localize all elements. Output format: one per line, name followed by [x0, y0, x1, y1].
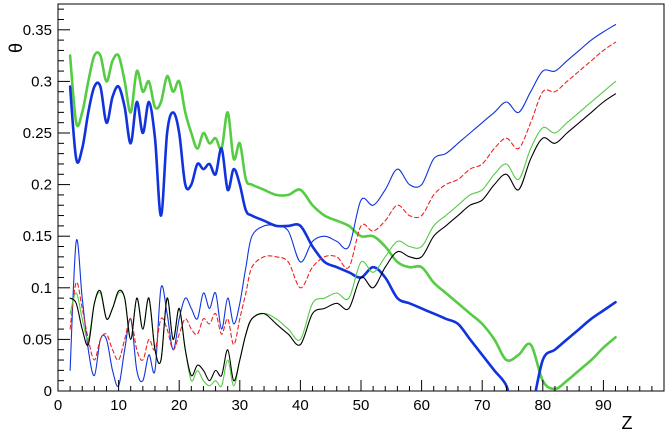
y-tick-label: 0: [44, 383, 52, 400]
y-tick-label: 0.05: [23, 331, 52, 348]
x-tick-label: 40: [292, 397, 309, 414]
x-axis: 0 10 20 30 40 50 60 70 80 90: [54, 380, 665, 414]
series-line-6: [69, 93, 617, 382]
series-layer: [68, 24, 617, 391]
x-tick-label: 10: [110, 397, 127, 414]
series-line-1: [68, 51, 617, 391]
x-tick-label: 90: [595, 397, 612, 414]
x-tick-label: 30: [231, 397, 248, 414]
y-tick-label: 0.15: [23, 228, 52, 245]
y-tick-label: 0.35: [23, 22, 52, 39]
y-axis: 0 0.05 0.1 0.15 0.2 0.25 0.3 0.35: [23, 8, 70, 400]
y-axis-title: θ: [6, 43, 26, 53]
series-line-4: [69, 41, 617, 361]
series-line-2: [68, 81, 617, 391]
x-tick-label: 20: [171, 397, 188, 414]
y-tick-label: 0.1: [31, 280, 52, 297]
x-tick-label: 60: [413, 397, 430, 414]
x-tick-label: 0: [54, 397, 62, 414]
x-tick-label: 70: [474, 397, 491, 414]
x-tick-label: 80: [534, 397, 551, 414]
y-tick-label: 0.3: [31, 73, 52, 90]
y-tick-label: 0.2: [31, 177, 52, 194]
x-tick-label: 50: [353, 397, 370, 414]
x-axis-title: Z: [622, 413, 633, 433]
y-tick-label: 0.25: [23, 125, 52, 142]
